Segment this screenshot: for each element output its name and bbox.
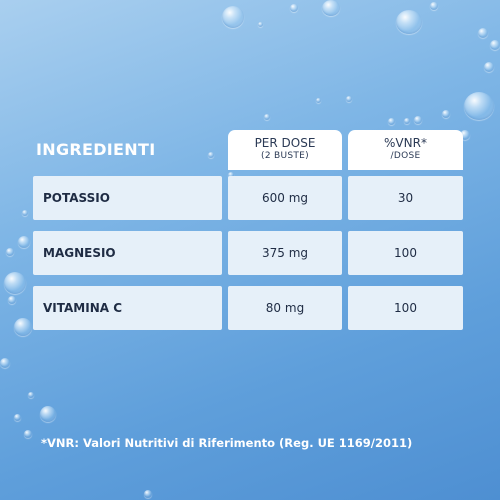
droplet-icon [430, 2, 438, 10]
row-vnr-magnesio: 100 [348, 231, 463, 275]
droplet-icon [4, 272, 26, 294]
column-header-sublabel: (2 BUSTE) [261, 151, 309, 161]
droplet-icon [346, 96, 352, 102]
droplet-icon [14, 414, 21, 421]
droplet-icon [22, 210, 28, 216]
column-header-label: PER DOSE [254, 136, 316, 150]
row-dose-vitamina-c: 80 mg [228, 286, 342, 330]
row-name-potassio: POTASSIO [33, 176, 222, 220]
droplet-icon [264, 114, 270, 120]
row-vnr-vitamina-c: 100 [348, 286, 463, 330]
droplet-icon [24, 430, 32, 438]
droplet-icon [322, 0, 340, 16]
droplet-icon [8, 296, 16, 304]
droplet-icon [484, 62, 494, 72]
column-header-per-dose: PER DOSE (2 BUSTE) [228, 130, 342, 170]
vnr-footnote: *VNR: Valori Nutritivi di Riferimento (R… [41, 436, 413, 450]
row-dose-potassio: 600 mg [228, 176, 342, 220]
row-dose-magnesio: 375 mg [228, 231, 342, 275]
droplet-icon [404, 118, 410, 124]
column-header-label: %VNR* [384, 136, 427, 150]
droplet-icon [464, 92, 494, 120]
column-header-vnr: %VNR* /DOSE [348, 130, 463, 170]
droplet-icon [258, 22, 263, 27]
droplet-icon [388, 118, 395, 125]
row-vnr-potassio: 30 [348, 176, 463, 220]
column-header-sublabel: /DOSE [390, 151, 421, 161]
droplet-icon [290, 4, 298, 12]
droplet-icon [490, 40, 500, 50]
droplet-icon [14, 318, 32, 336]
droplet-icon [208, 152, 214, 158]
row-name-vitamina-c: VITAMINA C [33, 286, 222, 330]
ingredients-header: INGREDIENTI [36, 140, 156, 159]
droplet-icon [28, 392, 34, 398]
droplet-icon [478, 28, 488, 38]
droplet-icon [414, 116, 422, 124]
droplet-icon [6, 248, 14, 256]
droplet-icon [316, 98, 321, 103]
droplet-icon [40, 406, 56, 422]
droplet-icon [222, 6, 244, 28]
droplet-icon [144, 490, 152, 498]
droplet-icon [442, 110, 450, 118]
droplet-icon [0, 358, 10, 368]
row-name-magnesio: MAGNESIO [33, 231, 222, 275]
droplet-icon [396, 10, 422, 34]
droplet-icon [18, 236, 30, 248]
